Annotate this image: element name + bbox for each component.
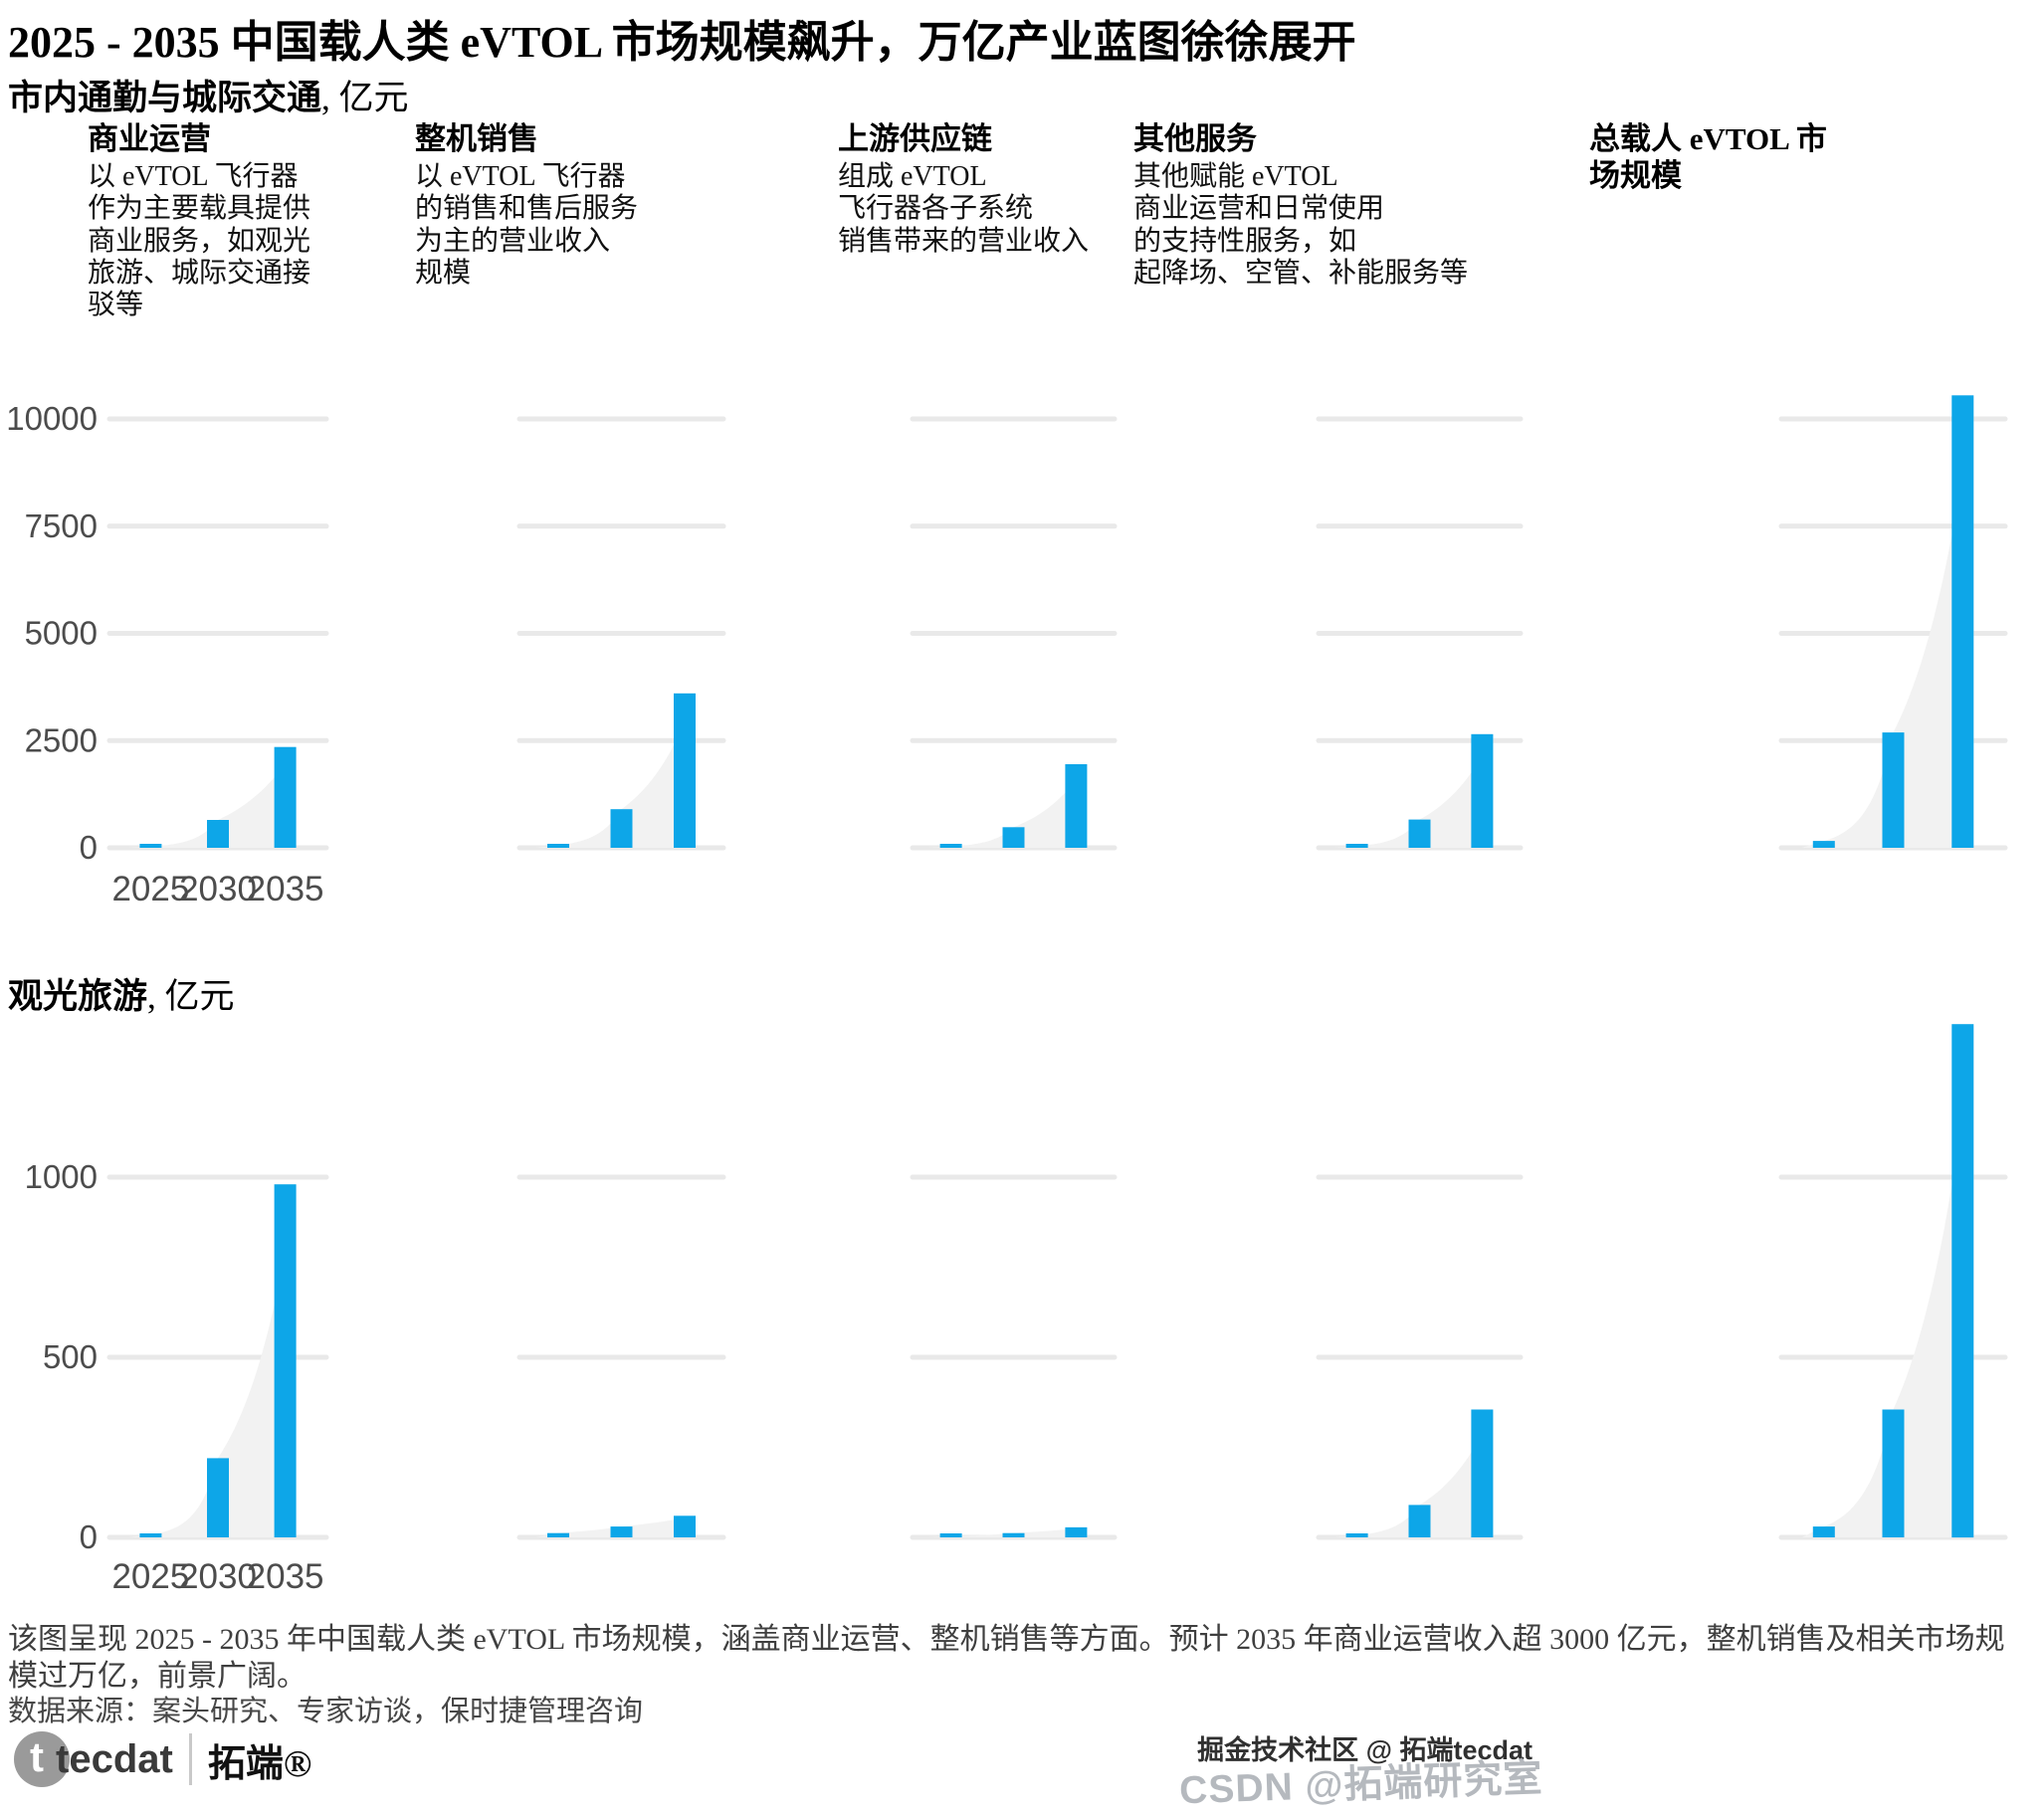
- trend-area: [128, 1184, 297, 1537]
- section-label-bold: 市内通勤与城际交通: [8, 79, 322, 117]
- trend-area: [535, 1515, 696, 1537]
- trend-area: [1801, 395, 1974, 848]
- bar-2030: [1408, 1505, 1431, 1537]
- bar-2030: [1408, 819, 1431, 848]
- watermark-csdn: CSDN @拓端研究室: [1178, 1756, 1543, 1813]
- column-description: 以 eVTOL 飞行器 作为主要载具提供 商业服务，如观光 旅游、城际交通接 驳…: [88, 160, 311, 321]
- x-tick-label: 2030: [179, 1557, 257, 1596]
- bar-2025: [547, 1532, 569, 1537]
- section-label-bold: 观光旅游: [8, 977, 148, 1016]
- trend-area: [1334, 733, 1494, 848]
- y-tick-label: 0: [80, 829, 98, 866]
- column-title: 商业运营: [88, 121, 211, 156]
- facet-4: [1316, 1174, 1524, 1540]
- section-unit: , 亿元: [321, 79, 409, 117]
- section-unit: , 亿元: [147, 977, 235, 1016]
- section-label-intercity: 市内通勤与城际交通, 亿元: [8, 70, 409, 120]
- x-tick-label: 2035: [247, 870, 324, 908]
- column-description: 其他赋能 eVTOL 商业运营和日常使用 的支持性服务，如 起降场、空管、补能服…: [1133, 160, 1469, 289]
- column-header-1: 商业运营以 eVTOL 飞行器 作为主要载具提供 商业服务，如观光 旅游、城际交…: [88, 121, 344, 322]
- bar-2030: [207, 820, 229, 848]
- logo-divider: [188, 1733, 192, 1785]
- trend-area: [128, 746, 297, 848]
- bar-2035: [674, 1515, 696, 1537]
- bar-2025: [1812, 841, 1835, 848]
- bar-2025: [139, 1533, 162, 1537]
- bar-2030: [1002, 827, 1025, 848]
- x-tick-label: 2035: [247, 1557, 324, 1596]
- bar-2025: [939, 844, 962, 848]
- y-tick-label: 500: [43, 1338, 98, 1375]
- column-title: 整机销售: [415, 121, 538, 156]
- bar-2025: [1812, 1526, 1835, 1537]
- bar-2035: [274, 746, 297, 848]
- bar-2035: [1951, 1024, 1974, 1538]
- bar-2030: [1002, 1532, 1025, 1537]
- x-tick-label: 2025: [111, 1557, 189, 1596]
- bar-2025: [1345, 844, 1368, 848]
- facet-3: [910, 1174, 1118, 1540]
- y-tick-label: 2500: [25, 721, 98, 758]
- x-tick-label: 2025: [111, 870, 189, 908]
- column-header-5: 总载人 eVTOL 市 场规模: [1589, 121, 1856, 194]
- bar-2035: [1471, 1409, 1494, 1537]
- x-tick-label: 2030: [179, 870, 257, 908]
- facet-2: [516, 416, 726, 851]
- y-tick-label: 1000: [25, 1158, 98, 1195]
- footer-note: 该图呈现 2025 - 2035 年中国载人类 eVTOL 市场规模，涵盖商业运…: [8, 1623, 2005, 1693]
- column-header-4: 其他服务其他赋能 eVTOL 商业运营和日常使用 的支持性服务，如 起降场、空管…: [1133, 121, 1484, 290]
- y-tick-label: 0: [80, 1518, 98, 1555]
- bar-2025: [1345, 1533, 1368, 1537]
- bar-2035: [274, 1184, 297, 1537]
- trend-area: [928, 1526, 1088, 1537]
- watermark-juejin: 掘金技术社区 @ 拓端tecdat: [1197, 1735, 1533, 1765]
- bar-2030: [207, 1458, 229, 1537]
- tecdat-logo-cn: 拓端®: [207, 1742, 312, 1785]
- facet-3: [910, 416, 1118, 851]
- column-description: 组成 eVTOL 飞行器各子系统 销售带来的营业收入: [838, 160, 1090, 257]
- bar-2035: [1065, 764, 1088, 848]
- section-label-sightseeing: 观光旅游, 亿元: [8, 968, 235, 1019]
- tecdat-logo-text: tecdat: [56, 1736, 173, 1781]
- tecdat-logo: tecdat 拓端®: [14, 1731, 311, 1787]
- bar-2035: [674, 693, 696, 848]
- y-tick-label: 7500: [25, 507, 98, 544]
- footer-source: 数据来源：案头研究、专家访谈，保时捷管理咨询: [8, 1696, 644, 1727]
- facet-4: [1316, 416, 1524, 851]
- y-tick-label: 5000: [25, 615, 98, 652]
- column-description: 以 eVTOL 飞行器 的销售和售后服务 为主的营业收入 规模: [415, 160, 639, 289]
- facet-2: [516, 1174, 726, 1540]
- y-tick-label: 10000: [6, 400, 98, 437]
- bar-2030: [1882, 732, 1905, 848]
- bar-2030: [610, 809, 633, 848]
- bar-2035: [1951, 395, 1974, 848]
- column-title: 总载人 eVTOL 市 场规模: [1589, 121, 1827, 193]
- trend-area: [928, 764, 1088, 848]
- column-header-3: 上游供应链组成 eVTOL 飞行器各子系统 销售带来的营业收入: [838, 121, 1115, 258]
- column-header-2: 整机销售以 eVTOL 飞行器 的销售和售后服务 为主的营业收入 规模: [415, 121, 672, 290]
- bar-2025: [139, 844, 162, 848]
- column-title: 其他服务: [1133, 121, 1257, 156]
- facet-5: [1778, 395, 2008, 851]
- bar-2035: [1471, 733, 1494, 848]
- page-title: 2025 - 2035 中国载人类 eVTOL 市场规模飙升，万亿产业蓝图徐徐展…: [8, 18, 1356, 67]
- tecdat-logo-icon: [14, 1731, 70, 1787]
- bar-2030: [610, 1526, 633, 1537]
- facet-5: [1778, 1024, 2008, 1540]
- trend-area: [535, 693, 696, 848]
- bar-2025: [547, 844, 569, 848]
- bar-2035: [1065, 1526, 1088, 1537]
- bar-2025: [939, 1533, 962, 1537]
- column-title: 上游供应链: [838, 121, 992, 156]
- trend-area: [1801, 1024, 1974, 1537]
- bar-2030: [1882, 1409, 1905, 1537]
- trend-area: [1334, 1409, 1494, 1537]
